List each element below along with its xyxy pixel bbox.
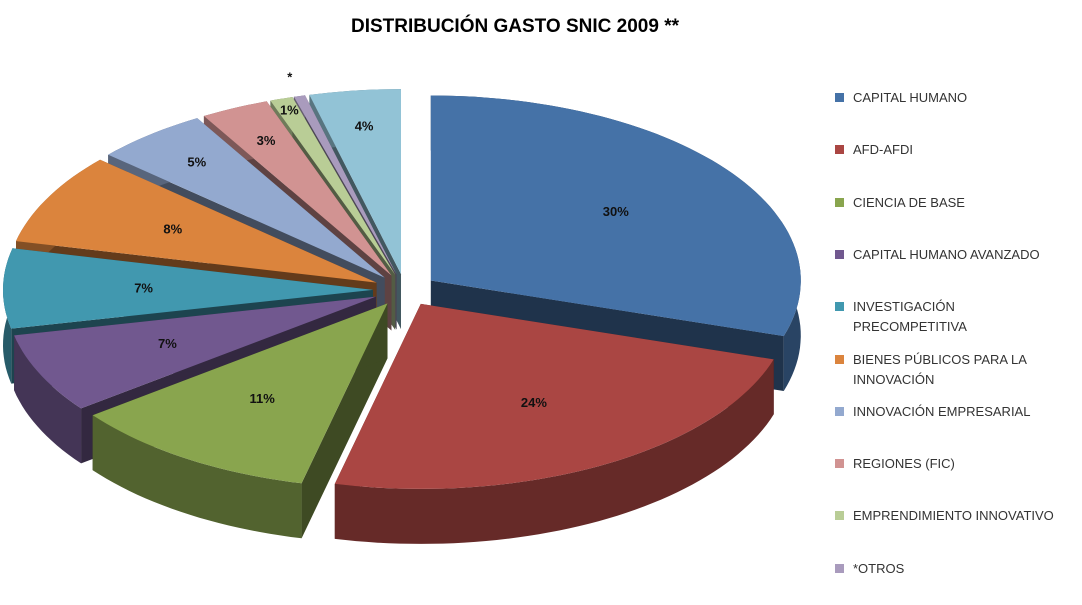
data-label: 24% xyxy=(521,395,547,410)
data-label: 7% xyxy=(134,280,153,295)
legend-swatch xyxy=(835,406,844,416)
legend-item: CAPITAL HUMANO xyxy=(833,88,1078,108)
legend-label: BIENES PÚBLICOS PARA LA INNOVACIÓN xyxy=(853,351,1027,387)
legend-label: CAPITAL HUMANO xyxy=(853,90,968,105)
slice-side xyxy=(14,335,82,464)
data-label: 1% xyxy=(280,103,299,118)
legend-item: CAPITAL HUMANO AVANZADO xyxy=(833,245,1078,265)
legend-label: AFD-AFDI xyxy=(853,142,913,158)
slice-side xyxy=(92,415,302,539)
legend-label: CIENCIA DE BASE xyxy=(853,194,965,210)
data-label: 30% xyxy=(603,204,629,219)
legend-item: BIENES PÚBLICOS PARA LA INNOVACIÓN xyxy=(833,350,1078,390)
legend-item: REGIONES (FIC) xyxy=(833,454,1078,474)
legend-swatch xyxy=(835,145,844,155)
slice xyxy=(309,89,402,275)
legend-item: EMPRENDIMIENTO INNOVATIVO xyxy=(833,506,1078,526)
data-label: 5% xyxy=(187,155,206,170)
slice xyxy=(334,303,774,489)
slice xyxy=(16,159,377,283)
slice xyxy=(334,303,774,544)
slice xyxy=(14,296,376,409)
legend-label: INVESTIGACIÓN PRECOMPETITIVA xyxy=(853,299,967,335)
legend-item: AFD-AFDI xyxy=(833,140,1078,160)
legend-swatch xyxy=(835,511,844,521)
slice xyxy=(430,95,801,337)
legend-item: INVESTIGACIÓN PRECOMPETITIVA xyxy=(833,297,1078,337)
data-label: 7% xyxy=(158,336,177,351)
legend-label: CAPITAL HUMANO AVANZADO xyxy=(853,246,1040,262)
legend-swatch xyxy=(835,302,844,312)
slice xyxy=(293,95,397,275)
legend-swatch xyxy=(835,563,844,573)
data-label: 8% xyxy=(163,221,182,236)
data-label: 4% xyxy=(355,119,374,134)
slice xyxy=(203,101,392,276)
pie-area: 30% 24% 11% 7% 7% 8% 5% 3% 1% * 4% xyxy=(3,70,801,544)
legend-swatch xyxy=(835,459,844,469)
legend-label: *OTROS xyxy=(853,560,905,576)
legend-label: INNOVACIÓN EMPRESARIAL xyxy=(853,403,1031,419)
chart-title: DISTRIBUCIÓN GASTO SNIC 2009 ** xyxy=(350,16,679,37)
data-label: * xyxy=(287,70,293,85)
legend-item: *OTROS xyxy=(833,559,1078,579)
legend-swatch xyxy=(835,93,844,102)
legend-label: EMPRENDIMIENTO INNOVATIVO xyxy=(853,508,1054,524)
slice xyxy=(3,248,374,329)
slice xyxy=(92,303,388,484)
slice xyxy=(108,118,385,278)
data-label: 11% xyxy=(249,391,275,406)
legend-swatch xyxy=(835,354,844,364)
legend-item: INNOVACIÓN EMPRESARIAL xyxy=(833,402,1078,422)
legend-item: CIENCIA DE BASE xyxy=(833,193,1078,213)
legend-swatch xyxy=(835,249,844,259)
slice xyxy=(270,97,396,275)
slice xyxy=(92,303,388,539)
legend-label: REGIONES (FIC) xyxy=(853,456,955,472)
legend-swatch xyxy=(835,197,844,207)
slice-side xyxy=(334,359,774,544)
data-label: 3% xyxy=(257,133,276,148)
